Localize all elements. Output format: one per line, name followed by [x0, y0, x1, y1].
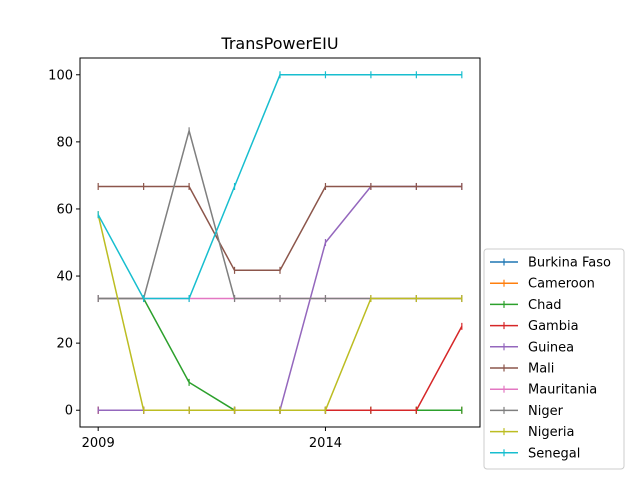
- y-tick-label: 0: [65, 404, 73, 419]
- legend-item-mali: Mali: [490, 362, 554, 377]
- chart-title: TransPowerEIU: [220, 34, 338, 53]
- plot-lines: [97, 71, 463, 414]
- y-axis: 0 20 40 60 80 100: [48, 68, 80, 419]
- legend-label: Nigeria: [528, 425, 575, 440]
- legend-item-niger: Niger: [490, 404, 564, 419]
- series-niger: [97, 127, 463, 303]
- legend-label: Burkina Faso: [528, 256, 611, 271]
- series-chad: [97, 295, 463, 414]
- legend-item-burkina-faso: Burkina Faso: [490, 256, 611, 271]
- y-tick-label: 40: [56, 270, 73, 285]
- legend-item-chad: Chad: [490, 298, 562, 313]
- legend-item-guinea: Guinea: [490, 340, 574, 355]
- legend-label: Cameroon: [528, 277, 595, 292]
- legend-item-nigeria: Nigeria: [490, 425, 575, 440]
- x-tick-label: 2009: [82, 436, 115, 451]
- y-tick-label: 80: [56, 135, 73, 150]
- legend-label: Senegal: [528, 446, 580, 461]
- y-tick-label: 20: [56, 337, 73, 352]
- legend-label: Gambia: [528, 319, 579, 334]
- legend-label: Mauritania: [528, 383, 597, 398]
- legend-item-mauritania: Mauritania: [490, 383, 597, 398]
- legend-label: Niger: [528, 404, 564, 419]
- legend-item-gambia: Gambia: [490, 319, 579, 334]
- y-tick-label: 100: [48, 68, 73, 83]
- series-line-chad: [98, 297, 462, 411]
- plot-frame: [79, 57, 481, 428]
- x-axis: 2009 2014: [82, 427, 342, 451]
- series-nigeria: [97, 211, 463, 414]
- legend-box: [483, 248, 625, 470]
- legend-label: Guinea: [528, 340, 574, 355]
- legend-item-cameroon: Cameroon: [490, 277, 595, 292]
- series-line-gambia: [98, 326, 463, 411]
- legend-label: Mali: [528, 362, 554, 377]
- series-mali: [97, 182, 463, 274]
- x-tick-label: 2014: [309, 436, 342, 451]
- legend-label: Chad: [528, 298, 562, 313]
- series-line-mali: [98, 185, 462, 272]
- legend-item-senegal: Senegal: [490, 446, 580, 461]
- series-gambia: [97, 322, 463, 414]
- series-line-nigeria: [97, 214, 462, 411]
- series-senegal: [97, 71, 463, 303]
- legend: Burkina Faso Cameroon Chad Gambia Guinea Mali…: [483, 248, 625, 470]
- y-tick-label: 60: [56, 202, 73, 217]
